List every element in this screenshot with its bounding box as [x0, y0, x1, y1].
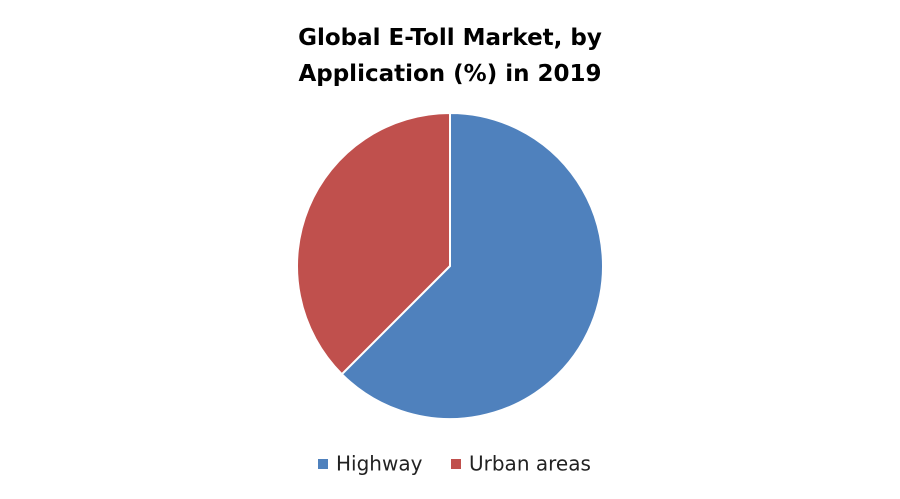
legend-label: Highway	[336, 452, 423, 476]
legend-swatch	[451, 459, 461, 469]
pie-slice	[296, 111, 451, 376]
pie-slice	[340, 111, 604, 420]
legend-label: Urban areas	[469, 452, 591, 476]
chart-title: Global E-Toll Market, by Application (%)…	[298, 25, 602, 87]
legend-swatch	[318, 459, 328, 469]
